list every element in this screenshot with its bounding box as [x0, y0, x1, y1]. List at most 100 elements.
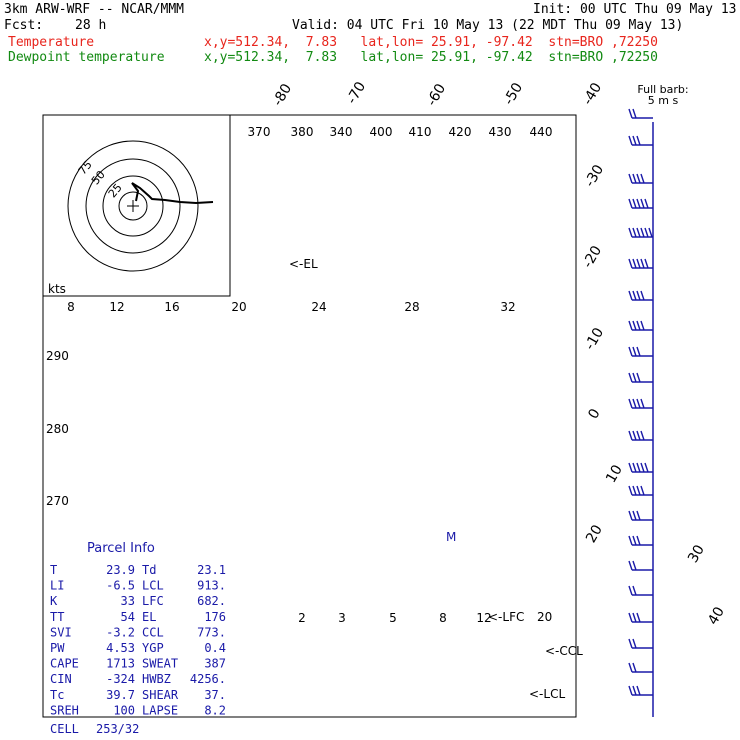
theta-label: 290: [46, 349, 69, 363]
init-time: Init: 00 UTC Thu 09 May 13: [533, 2, 737, 17]
parcel-a-value: 39.7: [106, 688, 135, 702]
wind-barb: [628, 108, 653, 119]
wind-barb: [628, 612, 653, 623]
parcel-b-label: Td: [142, 563, 156, 577]
parcel-b-label: CCL: [142, 625, 164, 639]
parcel-info-title: Parcel Info: [87, 541, 155, 556]
hodograph-speed-label: 32: [500, 300, 515, 314]
theta-label: 340: [330, 125, 353, 139]
parcel-a-label: CAPE: [50, 657, 79, 671]
wind-barb: [628, 430, 653, 441]
hodograph-center: [127, 200, 139, 212]
model-title: 3km ARW-WRF -- NCAR/MMM: [4, 2, 185, 17]
parcel-b-label: HWBZ: [142, 672, 171, 686]
parcel-a-value: 54: [121, 610, 135, 624]
theta-label: 420: [449, 125, 472, 139]
mixing-ratio-label: 3: [338, 611, 346, 625]
wind-legend-value: 5 m s: [648, 94, 679, 107]
parcel-b-value: 682.: [197, 594, 226, 608]
el-marker: <-EL: [289, 257, 318, 271]
parcel-b-value: 176: [204, 610, 226, 624]
wind-barb: [628, 198, 653, 209]
wind-barb: [628, 290, 653, 301]
parcel-cell-value: 253/32: [96, 722, 139, 736]
wind-barb: [628, 346, 653, 357]
parcel-b-label: LAPSE: [142, 703, 178, 717]
forecast-hour: 28 h: [75, 18, 107, 33]
parcel-b-value: 773.: [197, 625, 226, 639]
dewpoint-location: x,y=512.34, 7.83 lat,lon= 25.91, -97.42 …: [204, 50, 658, 65]
theta-label: 440: [530, 125, 553, 139]
parcel-a-label: K: [50, 594, 58, 608]
parcel-a-value: 100: [113, 703, 135, 717]
lfc-marker: <-LFC: [488, 610, 524, 624]
theta-label: 430: [489, 125, 512, 139]
wind-barb: [628, 320, 653, 331]
theta-label: 410: [409, 125, 432, 139]
wind-barb: [628, 535, 653, 546]
mixing-ratio-label: 2: [298, 611, 306, 625]
parcel-b-value: 8.2: [204, 703, 226, 717]
theta-label: 400: [370, 125, 393, 139]
temperature-tick-label: 30: [685, 542, 708, 565]
temperature-legend: Temperature: [8, 35, 95, 50]
parcel-info-panel: [43, 537, 243, 717]
hodograph-speed-label: 12: [109, 300, 124, 314]
temperature-tick-label: -60: [424, 81, 449, 109]
ccl-marker: <-CCL: [545, 644, 583, 658]
parcel-a-label: CIN: [50, 672, 72, 686]
parcel-a-value: -6.5: [106, 579, 135, 593]
wind-barb: [628, 135, 653, 146]
parcel-a-label: LI: [50, 579, 64, 593]
wind-legend-title: Full barb:: [637, 83, 688, 96]
parcel-b-label: YGP: [142, 641, 164, 655]
hodograph-trace: [131, 182, 214, 205]
hodograph-speed-label: 20: [231, 300, 246, 314]
wind-barb: [628, 258, 653, 269]
parcel-a-value: -324: [106, 672, 135, 686]
temperature-tick-label: -20: [580, 243, 605, 271]
dewpoint-legend: Dewpoint temperature: [8, 50, 165, 65]
parcel-a-label: Tc: [50, 688, 64, 702]
theta-label: 370: [248, 125, 271, 139]
wind-barb: [628, 398, 653, 409]
parcel-a-value: 33: [121, 594, 135, 608]
parcel-b-label: SHEAR: [142, 688, 179, 702]
wind-barb: [628, 685, 653, 696]
plot-frame: [42, 114, 577, 718]
parcel-cell-label: CELL: [50, 722, 79, 736]
temperature-tick-label: 40: [705, 604, 728, 627]
parcel-a-value: -3.2: [106, 625, 135, 639]
wind-barb: [628, 510, 653, 521]
parcel-b-label: EL: [142, 610, 156, 624]
hodograph-ring: [85, 158, 181, 254]
temperature-tick-label: -10: [582, 325, 607, 353]
parcel-b-value: 23.1: [197, 563, 226, 577]
wind-barb: [628, 227, 653, 238]
parcel-a-value: 1713: [106, 657, 135, 671]
temperature-tick-label: 10: [603, 462, 626, 485]
wind-barb: [628, 560, 653, 571]
wind-barb: [628, 638, 653, 649]
hodograph-speed-label: 16: [164, 300, 179, 314]
temperature-tick-label: -80: [270, 81, 295, 109]
parcel-a-label: T: [50, 563, 57, 577]
hodograph-speed-label: 24: [311, 300, 326, 314]
wind-barb: [628, 585, 653, 596]
wind-barb: [628, 173, 653, 184]
wind-barb: [628, 372, 653, 383]
parcel-b-label: LFC: [142, 594, 164, 608]
valid-time: Valid: 04 UTC Fri 10 May 13 (22 MDT Thu …: [292, 18, 684, 33]
hodograph-speed-label: 28: [404, 300, 419, 314]
lfc-value-marker: 20: [537, 610, 552, 624]
hodograph-ring: [67, 140, 199, 272]
mixing-ratio-label: 8: [439, 611, 447, 625]
parcel-b-value: 0.4: [204, 641, 226, 655]
wind-barb: [628, 485, 653, 496]
parcel-a-label: TT: [50, 610, 64, 624]
forecast-label: Fcst:: [4, 18, 44, 33]
hodograph-unit-label: kts: [48, 282, 66, 296]
parcel-a-value: 23.9: [106, 563, 135, 577]
hodograph-ring: [102, 175, 164, 237]
